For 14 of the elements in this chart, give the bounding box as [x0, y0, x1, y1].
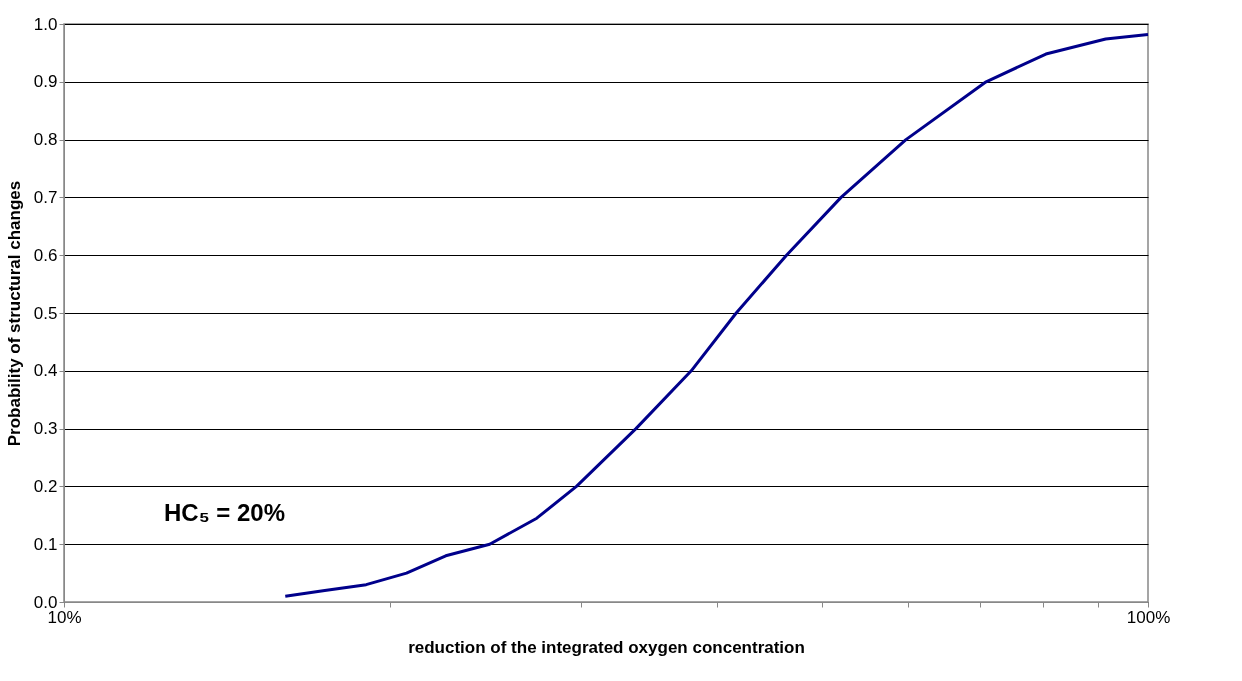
annotation: HC₅ = 20% [164, 499, 286, 526]
x-tick-label: 100% [1126, 607, 1171, 627]
y-tick-label: 0.4 [33, 361, 58, 381]
y-tick-label: 0.8 [33, 130, 58, 150]
y-tick-label: 1.0 [33, 14, 58, 34]
x-axis-title: reduction of the integrated oxygen concentration [408, 637, 805, 657]
y-tick-label: 0.9 [33, 72, 58, 92]
y-tick-label: 0.6 [33, 245, 58, 265]
y-axis-title: Probability of structural changes [4, 180, 24, 447]
y-tick-label: 0.3 [33, 419, 58, 439]
y-tick-label: 0.5 [33, 303, 58, 323]
y-tick-label: 0.7 [33, 187, 58, 207]
y-tick-label: 0.2 [33, 476, 58, 496]
y-tick-label: 0.1 [33, 534, 58, 554]
